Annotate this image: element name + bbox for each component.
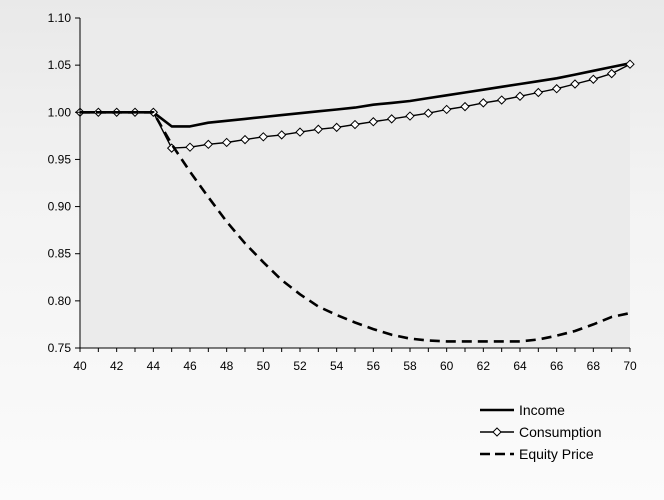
- y-tick-label: 0.95: [48, 152, 72, 166]
- x-tick-label: 64: [513, 359, 527, 373]
- y-tick-label: 0.90: [48, 200, 72, 214]
- plot-area: [80, 18, 630, 348]
- consumption-point: [570, 79, 580, 89]
- consumption-point: [606, 68, 617, 79]
- consumption-point: [386, 114, 397, 124]
- consumption-point: [588, 74, 599, 84]
- y-tick-label: 1.00: [48, 105, 72, 119]
- consumption-point: [460, 101, 470, 112]
- consumption-point: [625, 59, 635, 69]
- consumption-point: [441, 104, 452, 115]
- x-tick-label: 42: [110, 359, 124, 373]
- consumption-point: [496, 95, 507, 105]
- y-tick-label: 0.80: [48, 294, 72, 308]
- x-tick-label: 46: [183, 359, 197, 373]
- legend-diamond-marker: [492, 427, 502, 437]
- consumption-point: [533, 87, 544, 98]
- consumption-point: [313, 124, 324, 134]
- consumption-point: [185, 142, 195, 152]
- y-tick-label: 0.75: [48, 341, 72, 355]
- legend-label: Equity Price: [519, 446, 594, 462]
- x-tick-label: 56: [367, 359, 381, 373]
- income-line: [80, 62, 631, 128]
- x-tick-label: 44: [147, 359, 161, 373]
- consumption-point: [551, 84, 562, 94]
- x-tick-label: 48: [220, 359, 234, 373]
- consumption-point: [331, 122, 342, 133]
- legend: Income Consumption Equity Price: [480, 402, 602, 462]
- consumption-point: [478, 98, 489, 108]
- consumption-point: [515, 91, 525, 101]
- y-tick-label: 1.05: [48, 58, 72, 72]
- consumption-point: [258, 132, 269, 142]
- equity-price-line: [80, 111, 631, 343]
- consumption-point: [221, 137, 232, 148]
- series-layer: [75, 59, 635, 343]
- y-tick-label: 0.85: [48, 247, 72, 261]
- x-tick-label: 58: [403, 359, 417, 373]
- y-tick-label: 1.10: [48, 11, 72, 25]
- consumption-point: [368, 117, 379, 127]
- x-tick-label: 62: [477, 359, 491, 373]
- x-tick-label: 60: [440, 359, 454, 373]
- consumption-point: [295, 127, 305, 137]
- consumption-point: [350, 119, 360, 130]
- ticks-layer: 0.75 0.80 0.85 0.90 0.95 1.00 1.05 1.10 40 42 44 46…: [48, 11, 637, 373]
- legend-label: Consumption: [519, 424, 602, 440]
- consumption-point: [405, 111, 415, 121]
- consumption-point: [423, 108, 434, 118]
- consumption-point: [276, 130, 287, 140]
- x-tick-label: 70: [623, 359, 637, 373]
- x-tick-label: 52: [293, 359, 307, 373]
- x-tick-label: 40: [73, 359, 87, 373]
- legend-label: Income: [519, 402, 565, 418]
- consumption-point: [203, 139, 214, 150]
- x-tick-label: 66: [550, 359, 564, 373]
- x-tick-label: 50: [257, 359, 271, 373]
- x-tick-label: 54: [330, 359, 344, 373]
- x-tick-label: 68: [587, 359, 601, 373]
- consumption-point: [240, 134, 250, 145]
